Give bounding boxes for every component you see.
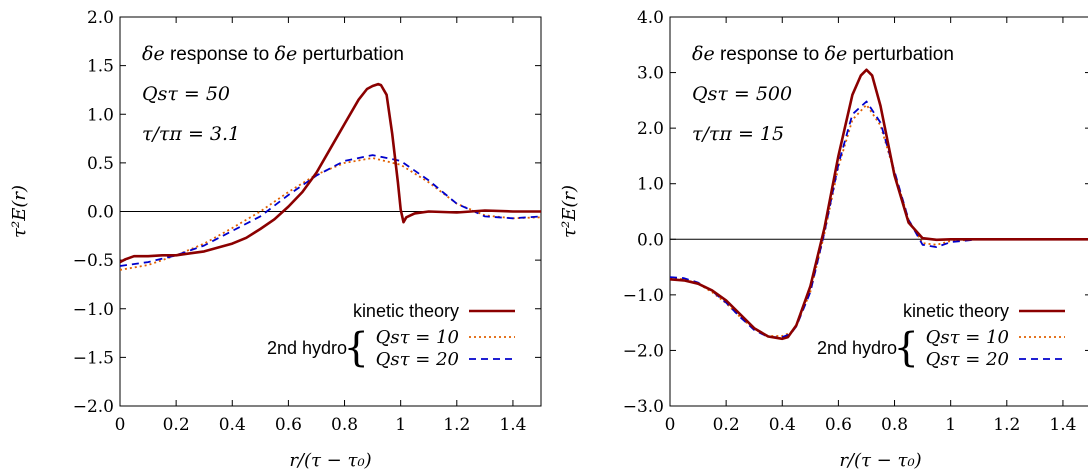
y-tick-label: −0.5 — [73, 251, 114, 271]
y-tick-label: 1.0 — [637, 175, 664, 195]
x-tick-label: 0.2 — [163, 415, 190, 435]
x-tick-label: 1.4 — [499, 415, 526, 435]
y-tick-label: 0.5 — [87, 154, 114, 174]
legend-label-kinetic: kinetic theory — [903, 301, 1009, 321]
x-tick-label: 1 — [395, 415, 406, 435]
y-tick-label: 0.0 — [637, 230, 664, 250]
series-line-0 — [120, 82, 541, 264]
legend-brace: { — [894, 325, 919, 371]
y-tick-label: −1.0 — [623, 286, 664, 306]
chart-right: 0 0.2 0.4 0.6 0.8 1 1.2 1.4 −3.0 −2.0 −1.0 0.0 1.0 2.… — [559, 8, 1088, 471]
x-axis-label: r/(τ − τ₀) — [289, 450, 371, 471]
annotation-tau: τ/τπ = 15 — [692, 123, 784, 145]
chart-left: 0 0.2 0.4 0.6 0.8 1 1.2 1.4 −2.0 −1.5 −1.0 −0.5 0.0 0… — [9, 8, 542, 471]
x-tick-label: 1.2 — [443, 415, 470, 435]
y-tick-label: 2.0 — [87, 8, 114, 28]
legend-label-q20: Qsτ = 20 — [376, 349, 459, 370]
legend-label-q10: Qsτ = 10 — [926, 327, 1009, 348]
legend-label-kinetic: kinetic theory — [353, 301, 459, 321]
x-tick-label: 1.2 — [993, 415, 1020, 435]
y-axis-label: τ²E(r) — [559, 185, 580, 238]
series-line-1 — [120, 157, 541, 271]
legend-label-q10: Qsτ = 10 — [376, 327, 459, 348]
annotation-response: δe response to δe perturbation — [142, 43, 404, 65]
series-line-2 — [120, 154, 541, 267]
x-axis-label: r/(τ − τ₀) — [839, 450, 921, 471]
plot-frame — [669, 16, 1088, 407]
x-tick-label: 0.6 — [275, 415, 302, 435]
y-tick-label: 0.0 — [87, 203, 114, 223]
x-tick-label: 0.6 — [825, 415, 852, 435]
y-tick-label: −1.5 — [73, 348, 114, 368]
y-tick-label: −3.0 — [623, 397, 664, 417]
y-tick-label: −2.0 — [73, 397, 114, 417]
x-tick-label: 1 — [945, 415, 956, 435]
y-tick-label: 1.0 — [87, 105, 114, 125]
y-tick-label: 3.0 — [637, 64, 664, 84]
y-axis-label: τ²E(r) — [9, 185, 30, 238]
x-tick-label: 0.4 — [219, 415, 246, 435]
y-tick-label: −1.0 — [73, 300, 114, 320]
legend-label-q20: Qsτ = 20 — [926, 349, 1009, 370]
legend-brace: { — [344, 325, 369, 371]
series-line-0 — [670, 68, 1088, 341]
annotation-response: δe response to δe perturbation — [692, 43, 954, 65]
series-group — [120, 82, 541, 271]
y-tick-label: 1.5 — [87, 57, 114, 77]
legend-group-label: 2nd hydro — [817, 338, 897, 358]
x-tick-label: 0 — [115, 415, 126, 435]
x-tick-label: 0.2 — [713, 415, 740, 435]
x-tick-label: 0.8 — [881, 415, 908, 435]
x-tick-label: 0.8 — [331, 415, 358, 435]
annotation-qs: Qsτ = 50 — [142, 83, 230, 105]
series-group — [670, 68, 1088, 341]
x-tick-label: 0 — [665, 415, 676, 435]
y-tick-label: 2.0 — [637, 119, 664, 139]
annotation-qs: Qsτ = 500 — [692, 83, 792, 105]
y-tick-label: 4.0 — [637, 8, 664, 28]
annotation-tau: τ/τπ = 3.1 — [142, 123, 240, 145]
legend-group-label: 2nd hydro — [267, 338, 347, 358]
x-tick-label: 0.4 — [769, 415, 796, 435]
y-tick-label: −2.0 — [623, 341, 664, 361]
x-tick-label: 1.4 — [1049, 415, 1076, 435]
